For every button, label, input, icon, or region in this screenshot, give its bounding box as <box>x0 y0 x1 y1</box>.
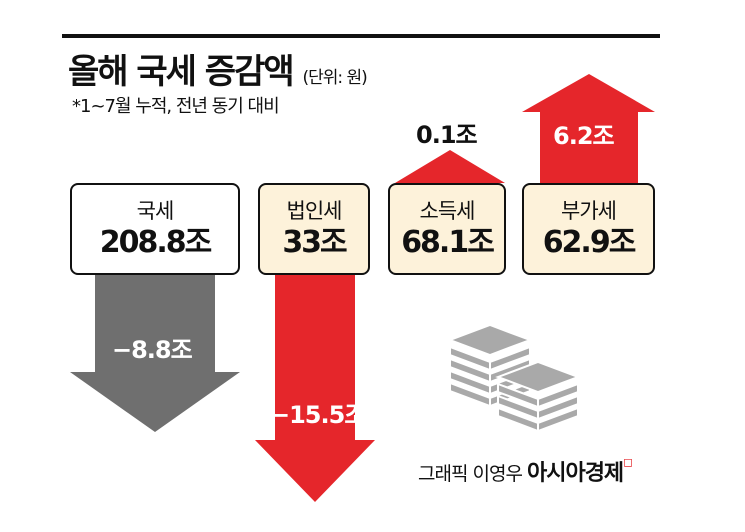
box-소득세: 소득세 68.1조 <box>388 183 506 275</box>
subtitle: *1~7월 누적, 전년 동기 대비 <box>72 96 280 117</box>
credit-author: 그래픽 이영우 <box>418 463 523 485</box>
arrow-down-국세 <box>70 275 240 432</box>
item-name: 부가세 <box>561 199 617 223</box>
money-stack-icon <box>447 323 581 433</box>
top-rule <box>62 34 660 38</box>
item-value: 62.9조 <box>542 225 637 260</box>
arrow-down-법인세 <box>255 275 375 502</box>
box-법인세: 법인세 33조 <box>258 183 370 275</box>
item-name: 법인세 <box>286 199 343 223</box>
change-label-소득세: 0.1조 <box>416 121 478 149</box>
box-국세: 국세 208.8조 <box>70 183 240 275</box>
credit: 그래픽 이영우 아시아경제◻ <box>418 455 633 487</box>
chart-title: 올해 국세 증감액 (단위: 원) <box>68 44 368 93</box>
brand-logo: 아시아경제 <box>526 461 624 486</box>
item-value: 208.8조 <box>99 225 213 260</box>
unit-label: (단위: 원) <box>302 68 367 88</box>
box-부가세: 부가세 62.9조 <box>522 183 655 275</box>
item-value: 33조 <box>282 225 347 260</box>
item-name: 소득세 <box>419 199 476 223</box>
brand-mark-icon: ◻ <box>623 455 633 469</box>
change-label-법인세: −15.5조 <box>270 401 366 429</box>
change-label-부가세: 6.2조 <box>553 122 615 150</box>
item-name: 국세 <box>136 199 175 223</box>
title-text: 올해 국세 증감액 <box>68 52 295 92</box>
arrow-up-소득세 <box>395 150 505 183</box>
item-value: 68.1조 <box>401 225 495 260</box>
change-label-국세: −8.8조 <box>112 336 193 364</box>
arrow-up-부가세 <box>522 74 655 183</box>
